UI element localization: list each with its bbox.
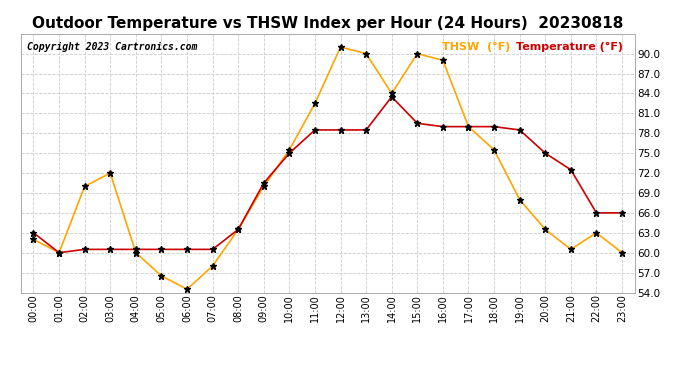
Legend: THSW  (°F), Temperature (°F): THSW (°F), Temperature (°F) [442,42,623,52]
THSW  (°F) [618,251,626,255]
THSW  (°F) [106,171,115,176]
Temperature (°F) [515,128,524,132]
THSW  (°F) [337,45,345,49]
Temperature (°F) [310,128,319,132]
Temperature (°F) [337,128,345,132]
THSW  (°F) [55,251,63,255]
THSW  (°F) [285,148,293,152]
THSW  (°F) [541,227,549,232]
THSW  (°F) [259,184,268,189]
THSW  (°F) [183,287,191,291]
THSW  (°F) [413,51,422,56]
Temperature (°F) [55,251,63,255]
THSW  (°F) [464,124,473,129]
Temperature (°F) [388,94,396,99]
Temperature (°F) [413,121,422,126]
Temperature (°F) [259,181,268,185]
Temperature (°F) [183,247,191,252]
Line: THSW  (°F): THSW (°F) [30,44,625,292]
Temperature (°F) [157,247,166,252]
Temperature (°F) [439,124,447,129]
Text: Copyright 2023 Cartronics.com: Copyright 2023 Cartronics.com [27,42,197,51]
Temperature (°F) [592,211,600,215]
THSW  (°F) [566,247,575,252]
THSW  (°F) [208,264,217,268]
THSW  (°F) [132,251,140,255]
Temperature (°F) [490,124,498,129]
Temperature (°F) [464,124,473,129]
THSW  (°F) [439,58,447,63]
THSW  (°F) [157,274,166,278]
Temperature (°F) [566,168,575,172]
Temperature (°F) [234,227,242,232]
THSW  (°F) [388,91,396,96]
Temperature (°F) [285,151,293,155]
Temperature (°F) [541,151,549,155]
THSW  (°F) [362,51,371,56]
THSW  (°F) [30,237,38,242]
Temperature (°F) [30,231,38,235]
THSW  (°F) [592,231,600,235]
THSW  (°F) [234,227,242,232]
Temperature (°F) [132,247,140,252]
THSW  (°F) [490,148,498,152]
THSW  (°F) [515,197,524,202]
Line: Temperature (°F): Temperature (°F) [30,93,625,256]
THSW  (°F) [81,184,89,189]
Title: Outdoor Temperature vs THSW Index per Hour (24 Hours)  20230818: Outdoor Temperature vs THSW Index per Ho… [32,16,624,31]
Temperature (°F) [81,247,89,252]
Temperature (°F) [106,247,115,252]
THSW  (°F) [310,101,319,106]
Temperature (°F) [362,128,371,132]
Temperature (°F) [208,247,217,252]
Temperature (°F) [618,211,626,215]
